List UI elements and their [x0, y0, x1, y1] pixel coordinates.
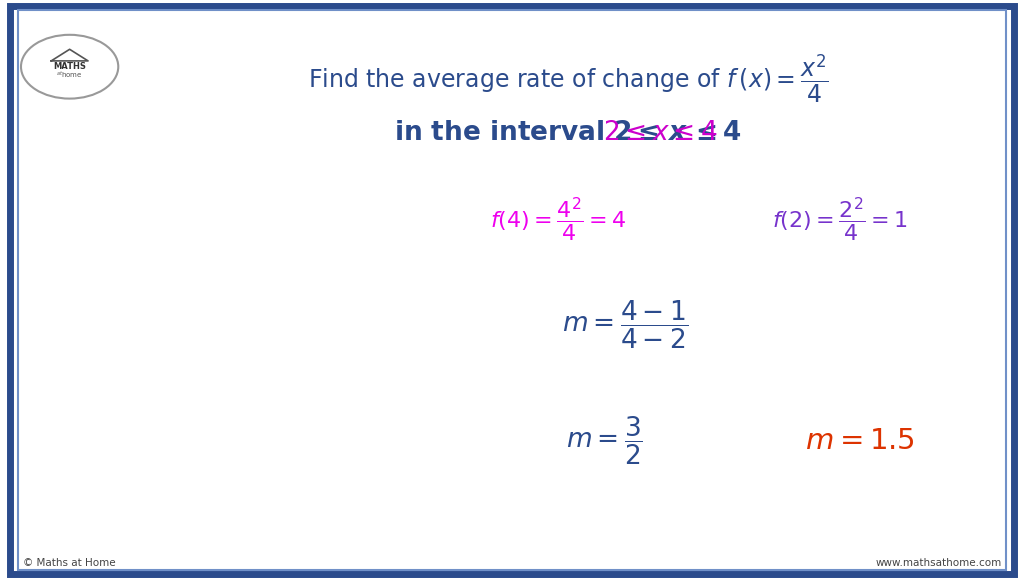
Text: © Maths at Home: © Maths at Home: [23, 557, 115, 568]
Text: $m = \dfrac{4 - 1}{4 - 2}$: $m = \dfrac{4 - 1}{4 - 2}$: [561, 299, 688, 351]
Text: $m = 1.5$: $m = 1.5$: [805, 426, 915, 455]
Text: MATHS: MATHS: [53, 61, 86, 71]
Text: Find the average rate of change of $f\,(x) = \dfrac{x^2}{4}$: Find the average rate of change of $f\,(…: [308, 52, 828, 104]
Text: $m = \dfrac{3}{2}$: $m = \dfrac{3}{2}$: [565, 415, 643, 467]
Ellipse shape: [22, 35, 119, 99]
Text: in the interval $\mathbf{2 \leq} \, \boldsymbol{x} \, \mathbf{\leq 4}$: in the interval $\mathbf{2 \leq} \, \bol…: [394, 121, 742, 146]
Text: www.mathsathome.com: www.mathsathome.com: [876, 557, 1001, 568]
FancyBboxPatch shape: [10, 6, 1014, 574]
Text: $2 \leq x \leq 4$: $2 \leq x \leq 4$: [603, 121, 718, 146]
Text: $^{at}$home: $^{at}$home: [56, 70, 83, 80]
Text: $f(4) = \dfrac{4^2}{4} = 4$: $f(4) = \dfrac{4^2}{4} = 4$: [489, 196, 627, 245]
Text: 0: 0: [136, 495, 145, 509]
Text: $f(2) = \dfrac{2^2}{4} = 1$: $f(2) = \dfrac{2^2}{4} = 1$: [772, 196, 907, 245]
